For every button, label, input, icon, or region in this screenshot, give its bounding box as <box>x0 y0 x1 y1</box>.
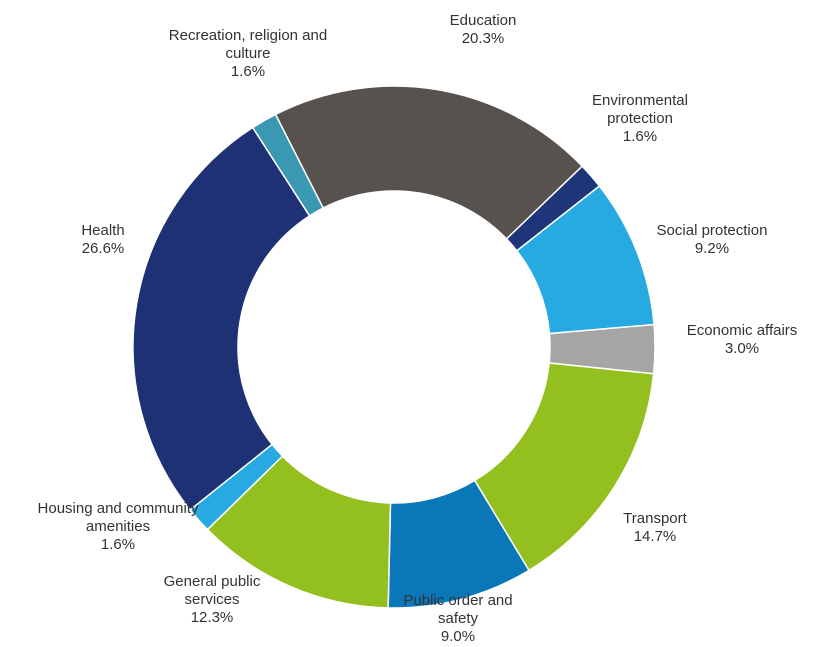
slice-label: Transport 14.7% <box>605 510 705 546</box>
category-label: Social protection <box>656 222 768 239</box>
category-label: Environmental protection <box>592 92 688 127</box>
value-label: 14.7% <box>633 528 677 545</box>
slice-label: Education 20.3% <box>423 12 543 48</box>
donut-slice <box>274 85 584 240</box>
slice-label: Recreation, religion and culture 1.6% <box>163 27 333 81</box>
category-label: Housing and community amenities <box>37 500 199 535</box>
category-label: Public order and safety <box>403 592 513 627</box>
value-label: 1.6% <box>100 536 136 553</box>
category-label: Recreation, religion and culture <box>168 27 328 62</box>
category-label: Education <box>449 12 517 29</box>
slice-label: Housing and community amenities 1.6% <box>23 500 213 554</box>
donut-slice <box>251 113 325 217</box>
donut-slice <box>132 126 311 511</box>
value-label: 12.3% <box>190 609 234 626</box>
slice-label: Environmental protection 1.6% <box>570 92 710 146</box>
slice-label: Economic affairs 3.0% <box>662 322 816 358</box>
slice-label: Social protection 9.2% <box>637 222 787 258</box>
slice-label: Health 26.6% <box>63 222 143 258</box>
value-label: 9.0% <box>440 628 476 645</box>
value-label: 3.0% <box>724 340 760 357</box>
value-label: 26.6% <box>81 240 125 257</box>
value-label: 1.6% <box>230 63 266 80</box>
category-label: Transport <box>623 510 687 527</box>
category-label: Economic affairs <box>686 322 798 339</box>
category-label: General public services <box>163 573 261 608</box>
slice-label: Public order and safety 9.0% <box>383 592 533 646</box>
value-label: 1.6% <box>622 128 658 145</box>
value-label: 20.3% <box>461 30 505 47</box>
category-label: Health <box>81 222 125 239</box>
slice-label: General public services 12.3% <box>142 573 282 627</box>
value-label: 9.2% <box>694 240 730 257</box>
